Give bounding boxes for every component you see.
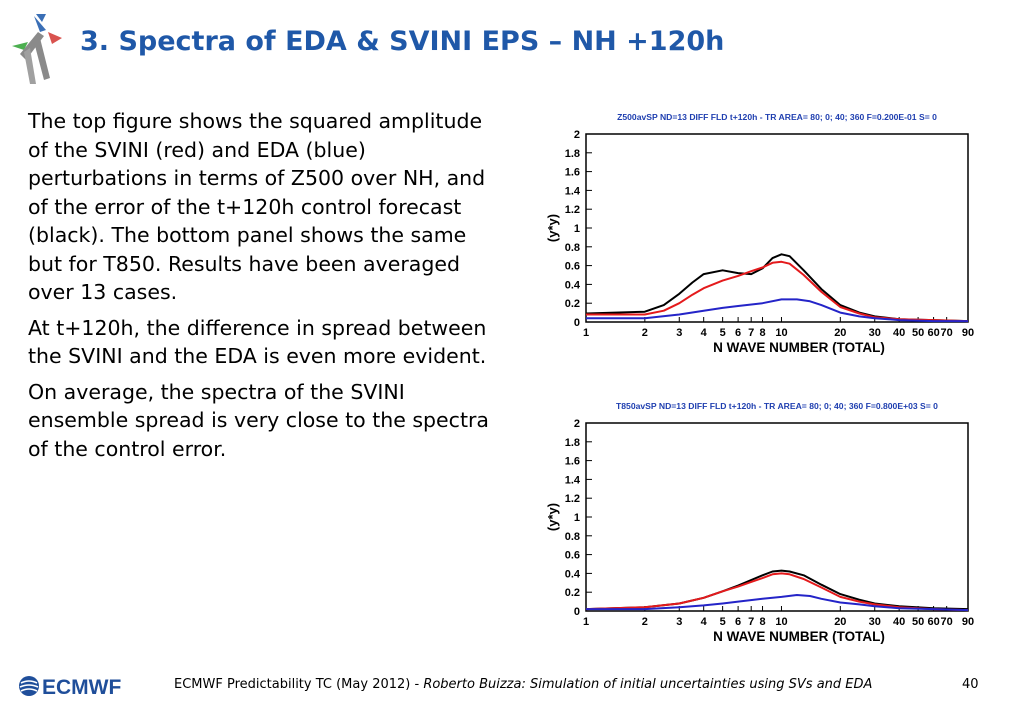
x-tick-label: 7 [748,327,754,339]
y-tick-label: 0 [574,606,580,618]
footer-citation: ECMWF Predictability TC (May 2012) - Rob… [174,677,872,692]
chart-t850-spectra: T850avSP ND=13 DIFF FLD t+120h - TR AREA… [540,395,980,645]
x-tick-label: 3 [676,327,682,339]
x-tick-label: 60 [927,327,939,339]
footer-event: ECMWF Predictability TC (May 2012) - [174,677,424,692]
x-tick-label: 1 [583,616,589,628]
series-line-3 [586,298,968,323]
x-tick-label: 70 [941,616,953,628]
x-tick-label: 5 [720,327,726,339]
x-axis-label: N WAVE NUMBER (TOTAL) [713,629,885,644]
slide-title: 3. Spectra of EDA & SVINI EPS – NH +120h [80,26,725,57]
chart-z500-spectra: Z500avSP ND=13 DIFF FLD t+120h - TR AREA… [540,106,980,356]
paragraph-spread-difference: At t+120h, the difference in spread betw… [28,315,487,369]
x-tick-label: 30 [869,616,881,628]
y-tick-label: 0.6 [565,550,580,562]
x-tick-label: 90 [962,616,974,628]
y-tick-label: 1.8 [565,437,580,449]
y-axis-label: (y*y) [545,503,560,531]
y-tick-label: 2 [574,129,580,141]
x-tick-label: 8 [759,616,765,628]
chart-title: Z500avSP ND=13 DIFF FLD t+120h - TR AREA… [617,112,937,122]
x-tick-label: 20 [834,327,846,339]
plot-frame [585,422,969,612]
footer-talk-title: Roberto Buizza: Simulation of initial un… [423,677,873,692]
y-tick-label: 1 [574,512,580,524]
y-tick-label: 0.8 [565,531,580,543]
y-tick-label: 1.4 [565,474,581,486]
y-tick-label: 1.8 [565,148,580,160]
y-tick-label: 1.6 [565,167,580,179]
y-tick-label: 1.2 [565,204,580,216]
series-line-1 [585,569,969,611]
y-tick-label: 0 [574,317,580,329]
paragraph-description: The top figure shows the squared amplitu… [28,109,486,304]
page-number: 40 [962,677,979,692]
chart-z500-svg: Z500avSP ND=13 DIFF FLD t+120h - TR AREA… [545,112,974,355]
x-tick-label: 20 [834,616,846,628]
x-tick-label: 90 [962,327,974,339]
y-tick-label: 0.8 [565,242,580,254]
y-tick-label: 0.4 [565,279,581,291]
x-tick-label: 2 [642,616,648,628]
series-line-2 [586,260,969,323]
x-tick-label: 10 [775,616,787,628]
chart-title: T850avSP ND=13 DIFF FLD t+120h - TR AREA… [616,401,938,411]
x-tick-label: 6 [735,327,741,339]
y-tick-label: 1 [574,223,580,235]
y-tick-label: 0.6 [565,261,580,273]
ecmwf-arrows-logo-icon [12,14,62,84]
x-tick-label: 4 [701,616,708,628]
x-tick-label: 70 [941,327,953,339]
x-tick-label: 3 [676,616,682,628]
x-tick-label: 8 [759,327,765,339]
y-tick-label: 0.2 [565,587,580,599]
x-tick-label: 50 [912,616,924,628]
slide-body: The top figure shows the squared amplitu… [28,107,498,470]
x-tick-label: 60 [927,616,939,628]
y-tick-label: 0.2 [565,298,580,310]
ecmwf-footer-logo: ECMWF [19,676,121,697]
y-tick-label: 1.2 [565,493,580,505]
ecmwf-logo-text: ECMWF [42,676,121,697]
x-tick-label: 10 [775,327,787,339]
x-tick-label: 7 [748,616,754,628]
x-tick-label: 2 [642,327,648,339]
chart-t850-svg: T850avSP ND=13 DIFF FLD t+120h - TR AREA… [545,401,974,644]
paragraph-average-spectra: On average, the spectra of the SVINI ens… [28,379,489,461]
y-tick-label: 1.4 [565,185,581,197]
y-tick-label: 2 [574,418,580,430]
x-tick-label: 50 [912,327,924,339]
plot-frame [585,133,969,323]
x-tick-label: 40 [893,616,905,628]
y-axis-label: (y*y) [545,214,560,242]
x-axis-label: N WAVE NUMBER (TOTAL) [713,340,885,355]
series-line-1 [585,253,969,323]
x-tick-label: 6 [735,616,741,628]
series-line-2 [585,572,969,612]
x-tick-label: 5 [720,616,726,628]
y-tick-label: 0.4 [565,568,581,580]
x-tick-label: 30 [869,327,881,339]
x-tick-label: 4 [701,327,708,339]
y-tick-label: 1.6 [565,456,580,468]
series-line-3 [586,594,969,612]
x-tick-label: 40 [893,327,905,339]
x-tick-label: 1 [583,327,589,339]
